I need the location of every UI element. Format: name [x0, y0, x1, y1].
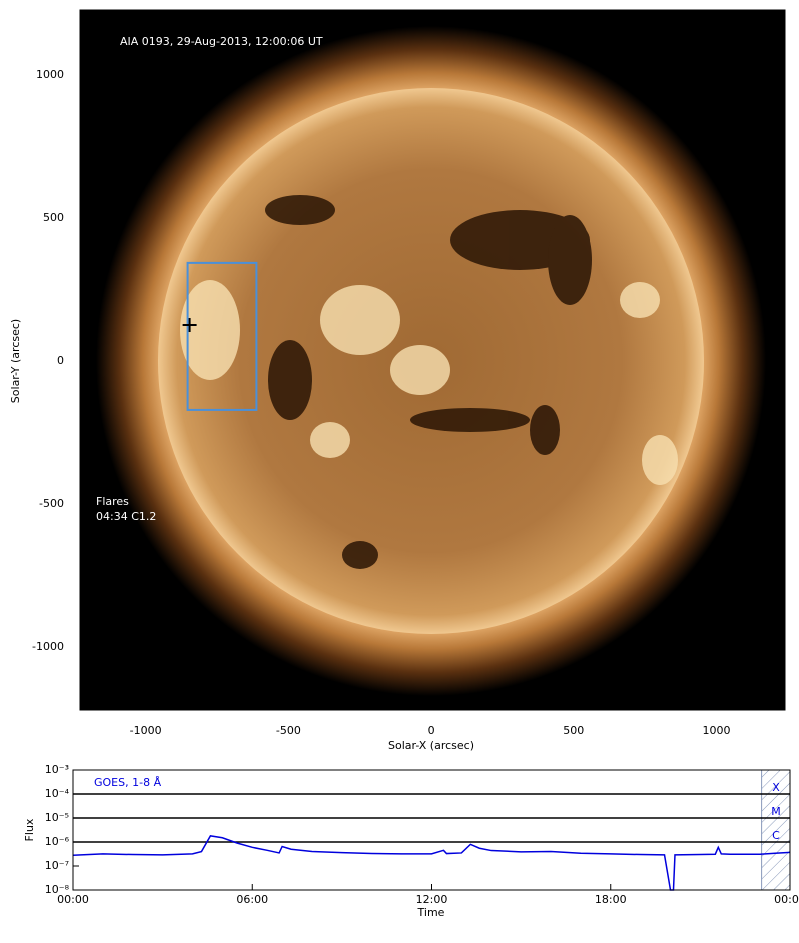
- x-tick-label: 1000: [702, 724, 730, 737]
- y-tick-label: 0: [57, 354, 64, 367]
- annotation: Flares: [96, 495, 129, 508]
- x-axis-label: Time: [417, 906, 445, 919]
- annotation: 04:34 C1.2: [96, 510, 156, 523]
- plot-title: GOES, 1-8 Å: [94, 776, 162, 789]
- plot-background: [73, 770, 790, 890]
- y-tick-label: 10⁻⁶: [45, 835, 70, 848]
- y-tick-label: 10⁻³: [45, 763, 69, 776]
- y-tick-label: 10⁻⁷: [45, 859, 69, 872]
- y-axis-label: Flux: [23, 818, 36, 841]
- x-tick-label: 500: [563, 724, 584, 737]
- y-tick-label: 10⁻⁴: [45, 787, 70, 800]
- x-tick-label: 00:00: [774, 893, 799, 906]
- x-tick-label: 18:00: [595, 893, 627, 906]
- y-axis-label: Solar-Y (arcsec): [9, 319, 22, 403]
- x-tick-label: 00:00: [57, 893, 89, 906]
- level-label: M: [771, 805, 781, 818]
- x-tick-label: -1000: [130, 724, 162, 737]
- x-tick-label: 06:00: [236, 893, 268, 906]
- y-tick-label: -500: [39, 497, 64, 510]
- y-tick-label: 500: [43, 211, 64, 224]
- y-tick-label: 10⁻⁵: [45, 811, 69, 824]
- x-tick-label: 0: [428, 724, 435, 737]
- top-frame: [79, 9, 786, 711]
- region-box: [186, 261, 258, 411]
- goes-plot: XMC00:0006:0012:0018:0000:0010⁻⁸10⁻⁷10⁻⁶…: [45, 763, 799, 906]
- y-tick-label: 10⁻⁸: [45, 883, 70, 896]
- x-tick-label: -500: [276, 724, 301, 737]
- level-label: X: [772, 781, 780, 794]
- flux-line: [72, 835, 791, 891]
- level-label: C: [772, 829, 780, 842]
- y-tick-label: 1000: [36, 68, 64, 81]
- y-tick-label: -1000: [32, 640, 64, 653]
- x-axis-label: Solar-X (arcsec): [388, 739, 474, 752]
- sun-image: [80, 10, 785, 710]
- no-data-region: [761, 769, 791, 891]
- x-tick-label: 12:00: [416, 893, 448, 906]
- flare-marker: [182, 317, 197, 332]
- bottom-frame: [72, 769, 791, 891]
- image-title: AIA 0193, 29-Aug-2013, 12:00:06 UT: [120, 35, 323, 48]
